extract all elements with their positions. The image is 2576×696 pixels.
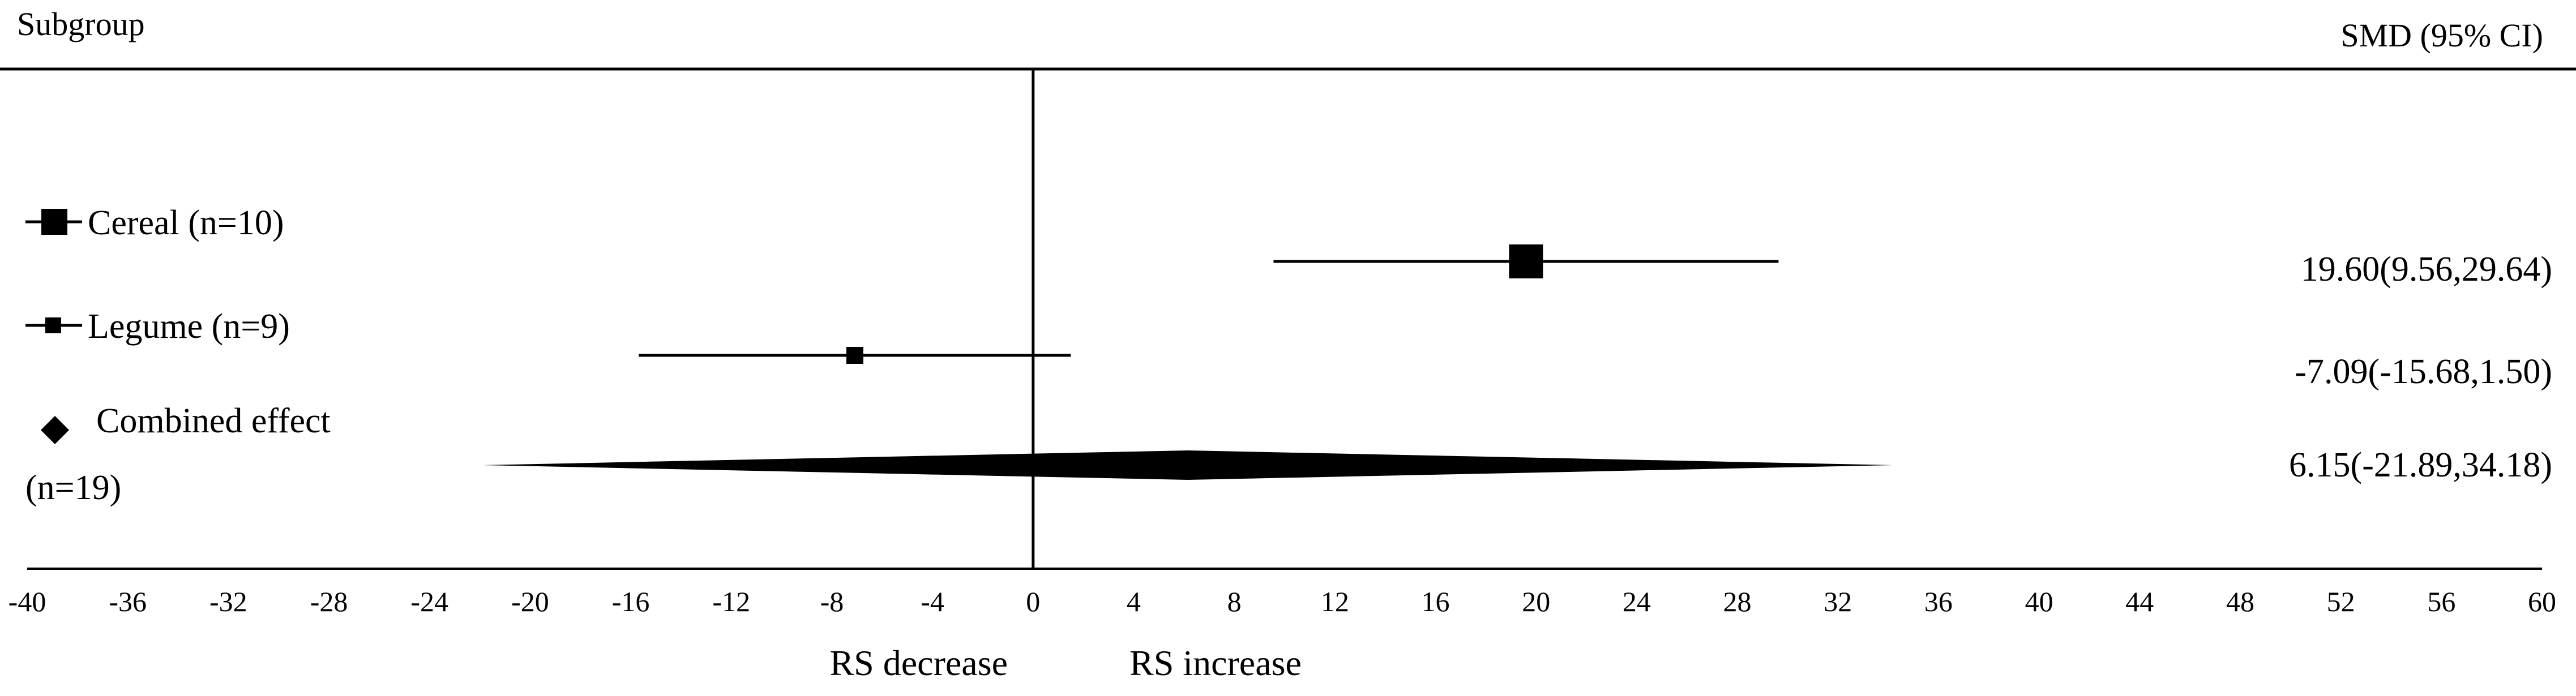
x-tick-label: 60 [2528,586,2556,617]
x-tick-label: -8 [820,586,844,617]
x-tick-label: 44 [2125,586,2154,617]
x-tick-label: 52 [2327,586,2355,617]
legend-legume: Legume (n=9) [25,307,290,346]
plot-marks [482,244,1893,480]
x-tick-label: 16 [1422,586,1450,617]
x-tick-label: 48 [2226,586,2254,617]
legend-cereal-square [41,209,67,235]
smd-value-legume: -7.09(-15.68,1.50) [2295,353,2552,391]
legend-combined-diamond [41,416,69,444]
x-tick-label: -12 [712,586,750,617]
smd-value-combined: 6.15(-21.89,34.18) [2289,446,2552,484]
legend-legume-square [45,317,61,333]
point-estimate-cereal [1509,244,1543,278]
combined-effect-diamond [482,450,1893,480]
x-tick-label: -16 [612,586,650,617]
x-tick-label: 0 [1026,586,1040,617]
x-axis-ticks: -40 -36 -32 -28 -24 -20 -16 -12 -8 -4 0 4 8 12 16 20 24 2… [8,586,2556,617]
header-subgroup: Subgroup [17,6,145,42]
x-tick-label: -36 [109,586,147,617]
legend-legume-label: Legume (n=9) [88,307,290,346]
x-tick-label: 4 [1127,586,1141,617]
x-tick-label: -24 [410,586,448,617]
smd-value-cereal: 19.60(9.56,29.64) [2301,250,2552,289]
x-tick-label: 24 [1623,586,1651,617]
x-tick-label: 56 [2427,586,2455,617]
direction-label-decrease: RS decrease [829,643,1008,683]
x-tick-label: 28 [1723,586,1752,617]
legend-combined-label-line1: Combined effect [96,402,331,440]
x-tick-label: -20 [511,586,549,617]
header-smd-ci: SMD (95% CI) [2340,17,2543,54]
point-estimate-legume [846,347,863,364]
x-tick-label: 20 [1522,586,1550,617]
x-tick-label: -40 [8,586,46,617]
x-tick-label: 8 [1227,586,1242,617]
x-tick-label: -32 [209,586,247,617]
legend-cereal: Cereal (n=10) [25,204,284,242]
direction-label-increase: RS increase [1129,643,1302,683]
x-tick-label: 32 [1824,586,1852,617]
x-tick-label: -28 [310,586,348,617]
legend-combined: Combined effect (n=19) [25,402,331,507]
x-tick-label: 36 [1924,586,1953,617]
x-tick-label: 40 [2025,586,2053,617]
x-tick-label: 12 [1321,586,1349,617]
x-tick-label: -4 [921,586,944,617]
legend-combined-label-line2: (n=19) [25,469,121,507]
legend-cereal-label: Cereal (n=10) [88,204,284,242]
